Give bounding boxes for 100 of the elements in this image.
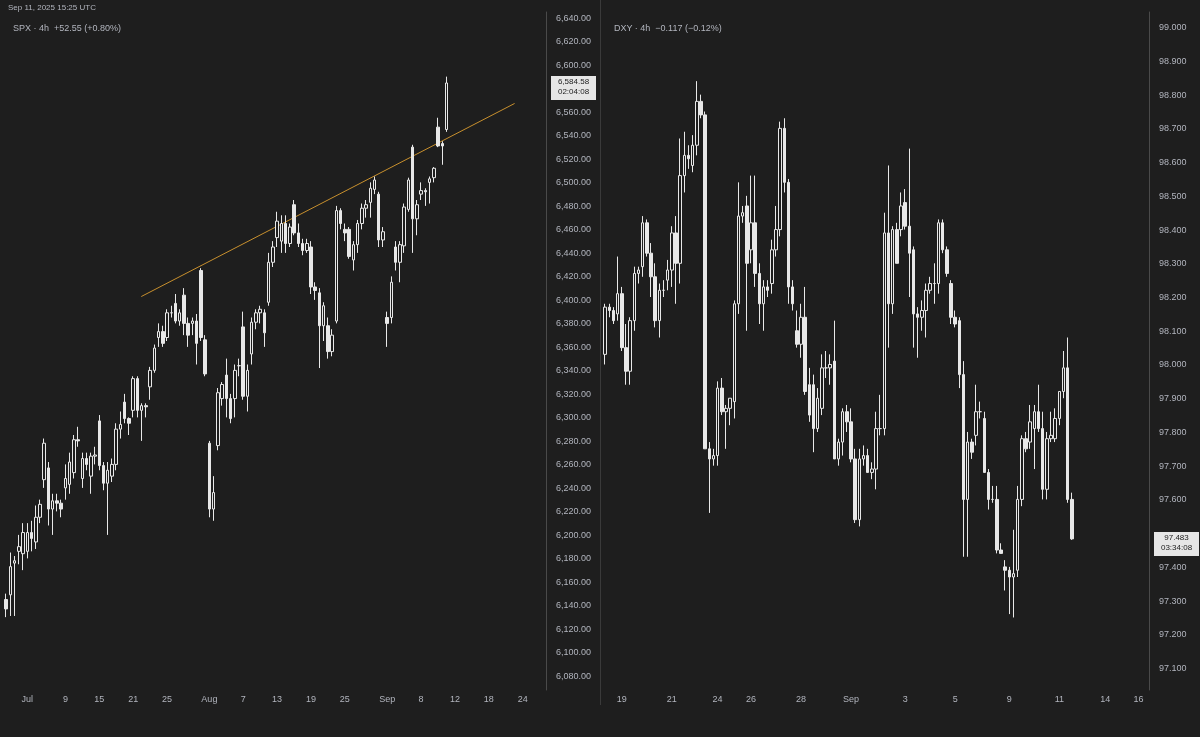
candlestick <box>662 279 665 298</box>
x-tick-label: Sep <box>379 693 396 704</box>
y-tick-label: 98.600 <box>1159 157 1187 168</box>
x-tick-label: 9 <box>1006 693 1012 704</box>
candlestick <box>995 485 999 554</box>
x-tick-label: 8 <box>418 693 424 704</box>
x-tick-label: 16 <box>1133 693 1144 704</box>
y-tick-label: 6,080.00 <box>556 670 592 681</box>
x-tick-label: Jul <box>21 693 34 704</box>
y-tick-label: 6,440.00 <box>556 247 592 258</box>
candlestick <box>208 440 211 518</box>
x-tick-label: 19 <box>616 693 627 704</box>
candlestick <box>949 279 953 325</box>
y-tick-label: 99.000 <box>1159 22 1187 33</box>
text: 6,584.58 <box>557 77 590 87</box>
y-tick-label: 6,200.00 <box>556 529 592 540</box>
y-tick-label: 98.000 <box>1159 359 1187 370</box>
y-tick-label: 6,100.00 <box>556 647 592 658</box>
x-tick-label: 14 <box>1100 693 1111 704</box>
y-tick-label: 6,180.00 <box>556 553 592 564</box>
y-tick-label: 98.500 <box>1159 190 1187 201</box>
y-tick-label: 97.400 <box>1159 561 1187 572</box>
x-tick-label: 7 <box>240 693 246 704</box>
text: 02:04:08 <box>557 87 590 97</box>
y-tick-label: 6,300.00 <box>556 412 592 423</box>
y-tick-label: 98.200 <box>1159 292 1187 303</box>
x-tick-label: 5 <box>952 693 958 704</box>
candlestick <box>1012 529 1015 618</box>
x-tick-label: Aug <box>201 693 218 704</box>
y-tick-label: 97.800 <box>1159 426 1187 437</box>
y-tick-label: 97.600 <box>1159 494 1187 505</box>
x-tick-label: 24 <box>712 693 723 704</box>
x-tick-label: 24 <box>517 693 528 704</box>
y-tick-label: 6,220.00 <box>556 506 592 517</box>
x-tick-label: Sep <box>842 693 859 704</box>
candlestick <box>21 522 25 571</box>
y-tick-label: 6,420.00 <box>556 271 592 282</box>
y-tick-label: 6,260.00 <box>556 459 592 470</box>
candlestick <box>4 593 8 618</box>
y-tick-label: 98.400 <box>1159 224 1187 235</box>
y-tick-label: 6,560.00 <box>556 106 592 117</box>
y-tick-label: 6,320.00 <box>556 388 592 399</box>
candlestick <box>13 555 16 617</box>
candlestick <box>174 293 177 324</box>
chart-subtitle: Sep 11, 2025 15:25 UTC <box>8 2 97 12</box>
y-tick-label: 6,120.00 <box>556 623 592 634</box>
y-tick-label: 6,520.00 <box>556 153 592 164</box>
candlestick <box>9 552 12 617</box>
x-tick-label: 25 <box>339 693 350 704</box>
candlestick <box>445 76 448 133</box>
text: DXY · 4h −0.117 (−0.12%) <box>614 22 722 33</box>
y-tick-label: 98.800 <box>1159 89 1187 100</box>
x-tick-label: 26 <box>745 693 756 704</box>
y-tick-label: 97.200 <box>1159 629 1187 640</box>
text: 97.483 <box>1164 533 1190 543</box>
text: 03:34:08 <box>1160 543 1193 553</box>
y-tick-label: 6,540.00 <box>556 130 592 141</box>
y-tick-label: 6,620.00 <box>556 36 592 47</box>
candlestick <box>318 287 321 369</box>
y-tick-label: 6,400.00 <box>556 294 592 305</box>
y-tick-label: 6,500.00 <box>556 177 592 188</box>
x-tick-label: 12 <box>449 693 460 704</box>
y-tick-label: 6,140.00 <box>556 600 592 611</box>
y-tick-label: 6,460.00 <box>556 224 592 235</box>
y-tick-label: 6,160.00 <box>556 576 592 587</box>
y-tick-label: 97.700 <box>1159 460 1187 471</box>
candlestick <box>603 303 607 365</box>
y-tick-label: 6,240.00 <box>556 482 592 493</box>
x-tick-label: 28 <box>795 693 806 704</box>
y-tick-label: 6,280.00 <box>556 435 592 446</box>
y-tick-label: 6,480.00 <box>556 200 592 211</box>
y-tick-label: 6,360.00 <box>556 341 592 352</box>
x-tick-label: 13 <box>272 693 283 704</box>
y-tick-label: 98.700 <box>1159 123 1187 134</box>
y-tick-label: 6,640.00 <box>556 12 592 23</box>
x-tick-label: 19 <box>305 693 316 704</box>
y-tick-label: 98.900 <box>1159 55 1187 66</box>
x-tick-label: 21 <box>128 693 139 704</box>
candlestick <box>428 176 431 205</box>
y-tick-label: 6,340.00 <box>556 365 592 376</box>
x-tick-label: 3 <box>902 693 908 704</box>
x-tick-label: 18 <box>483 693 494 704</box>
y-tick-label: 97.300 <box>1159 595 1187 606</box>
x-tick-label: 11 <box>1054 693 1065 704</box>
candlestick <box>369 181 372 219</box>
y-tick-label: 98.300 <box>1159 258 1187 269</box>
x-tick-label: 25 <box>162 693 173 704</box>
y-tick-label: 97.100 <box>1159 663 1187 674</box>
text: SPX · 4h +52.55 (+0.80%) <box>13 22 122 33</box>
candlestick <box>335 205 338 324</box>
x-tick-label: 9 <box>62 693 68 704</box>
candlestick <box>131 375 135 418</box>
y-tick-label: 98.100 <box>1159 325 1187 336</box>
candlestick <box>81 452 84 489</box>
x-tick-label: 21 <box>666 693 677 704</box>
y-tick-label: 6,600.00 <box>556 59 592 70</box>
candlestick <box>432 166 436 183</box>
y-tick-label: 6,380.00 <box>556 318 592 329</box>
x-tick-label: 15 <box>94 693 105 704</box>
y-tick-label: 97.900 <box>1159 393 1187 404</box>
